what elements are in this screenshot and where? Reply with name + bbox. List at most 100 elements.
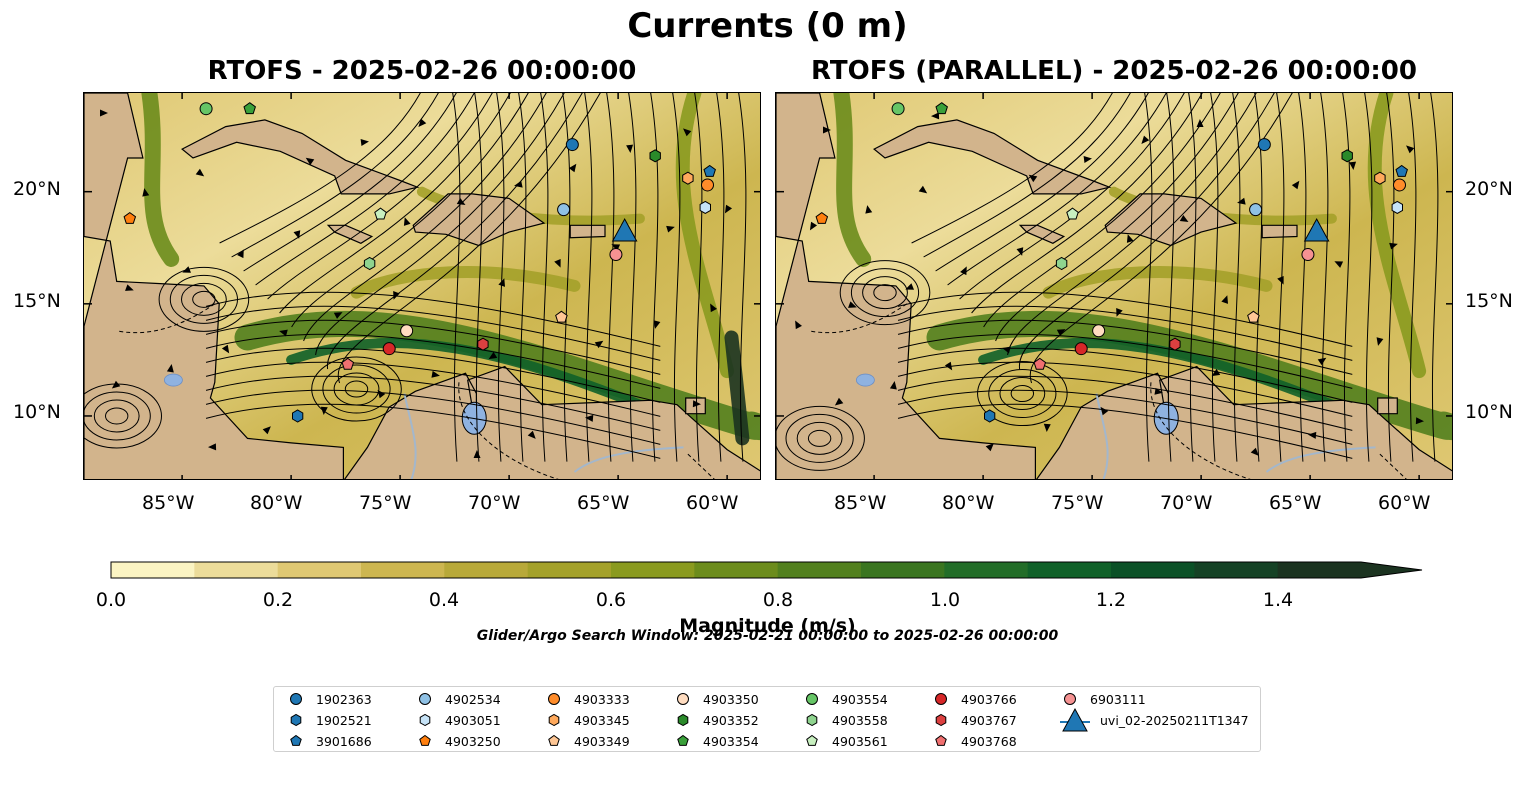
float-marker[interactable] (1074, 342, 1088, 356)
map-svg-rtofs (84, 93, 760, 479)
country-border (116, 303, 216, 334)
streamline-arrow (393, 291, 400, 300)
float-marker[interactable] (382, 342, 396, 356)
streamline (947, 93, 1167, 286)
float-markers (815, 102, 1408, 423)
float-marker[interactable] (1249, 203, 1263, 217)
colorbar-tick: 0.0 (95, 589, 127, 611)
legend-item: 4903354 (671, 733, 759, 749)
eddy-streamline (862, 276, 908, 310)
streamline (923, 93, 1131, 258)
legend-marker[interactable] (548, 693, 560, 705)
float-marker[interactable] (935, 102, 948, 115)
float-marker[interactable] (1341, 149, 1353, 163)
streamline-arrow (221, 344, 230, 354)
streamline-arrow (403, 217, 411, 226)
float-marker[interactable] (649, 149, 661, 163)
float-marker[interactable] (891, 102, 905, 116)
streamline-arrow (1083, 156, 1092, 163)
float-marker[interactable] (565, 138, 579, 152)
eddy-streamline (93, 399, 140, 433)
float-marker[interactable] (199, 102, 213, 116)
float-marker[interactable] (1033, 357, 1047, 370)
float-marker[interactable] (400, 324, 414, 338)
float-marker[interactable] (1257, 138, 1271, 152)
streamline (303, 93, 547, 342)
float-marker[interactable] (557, 203, 571, 217)
lon-tick-right: 60°W (1378, 492, 1431, 514)
float-marker[interactable] (363, 256, 376, 271)
map-panel-rtofs-parallel[interactable] (775, 92, 1453, 480)
legend-marker[interactable] (419, 734, 431, 746)
legend-marker[interactable] (290, 693, 302, 705)
float-marker[interactable] (1392, 178, 1406, 192)
float-marker[interactable] (609, 247, 623, 261)
legend-marker[interactable] (419, 713, 431, 727)
float-marker[interactable] (555, 310, 568, 323)
legend-marker[interactable] (548, 734, 560, 746)
legend-marker-icon (290, 713, 302, 727)
streamline (474, 93, 483, 462)
eddy-streamline (988, 369, 1057, 419)
float-marker[interactable] (123, 211, 137, 224)
float-marker[interactable] (477, 337, 489, 351)
legend-marker[interactable] (935, 734, 947, 746)
float-marker[interactable] (699, 200, 711, 214)
streamline (584, 93, 593, 462)
streamline (1188, 93, 1197, 462)
float-marker[interactable] (1169, 337, 1181, 351)
legend-marker[interactable] (677, 713, 689, 727)
legend-marker[interactable] (935, 713, 947, 727)
legend-item: uvi_02-20250211T1347 (1058, 707, 1249, 733)
float-marker[interactable] (1303, 218, 1330, 242)
float-marker[interactable] (815, 211, 829, 224)
streamline (496, 93, 505, 462)
map-panel-rtofs[interactable] (83, 92, 761, 480)
float-marker[interactable] (374, 207, 387, 220)
legend-marker[interactable] (419, 693, 431, 705)
legend-marker[interactable] (290, 734, 302, 746)
float-marker[interactable] (682, 171, 694, 185)
legend-marker[interactable] (935, 693, 947, 705)
streamline-arrow (431, 370, 440, 378)
float-marker[interactable] (292, 409, 304, 423)
float-marker[interactable] (700, 178, 714, 192)
legend-marker[interactable] (548, 713, 560, 727)
float-marker[interactable] (1092, 324, 1106, 338)
eddy-streamline (807, 429, 832, 447)
legend-marker[interactable] (806, 734, 818, 746)
float-marker[interactable] (1374, 171, 1386, 185)
float-marker[interactable] (611, 218, 638, 242)
legend-marker[interactable] (677, 734, 689, 746)
legend-marker-icon (806, 734, 818, 746)
float-marker[interactable] (1301, 247, 1315, 261)
legend-marker[interactable] (806, 713, 818, 727)
float-marker[interactable] (1055, 256, 1068, 271)
float-marker[interactable] (1391, 200, 1403, 214)
legend-marker[interactable] (677, 693, 689, 705)
river (403, 393, 417, 479)
streamline-arrow (834, 397, 844, 406)
float-marker[interactable] (1247, 310, 1260, 323)
float-marker[interactable] (341, 357, 355, 370)
streamline-arrow (208, 443, 217, 451)
colorbar-segment (694, 562, 779, 578)
colorbar-tick: 1.2 (1095, 589, 1127, 611)
float-marker[interactable] (1395, 164, 1408, 177)
legend-marker[interactable] (290, 713, 302, 727)
legend-marker[interactable] (1064, 693, 1076, 705)
legend-item: 4903558 (800, 712, 888, 728)
float-marker[interactable] (1066, 207, 1079, 220)
lat-tick-right: 15°N (1465, 290, 1513, 312)
legend-marker-icon (677, 734, 689, 746)
float-marker[interactable] (243, 102, 256, 115)
legend-item: 4903767 (929, 712, 1017, 728)
lon-tick-right: 70°W (1160, 492, 1213, 514)
float-marker[interactable] (984, 409, 996, 423)
legend-marker-icon (806, 693, 818, 705)
legend-marker[interactable] (1062, 707, 1088, 732)
legend-marker[interactable] (806, 693, 818, 705)
axis-ticks (84, 93, 760, 479)
streamline-arrow (809, 221, 818, 231)
float-marker[interactable] (703, 164, 716, 177)
